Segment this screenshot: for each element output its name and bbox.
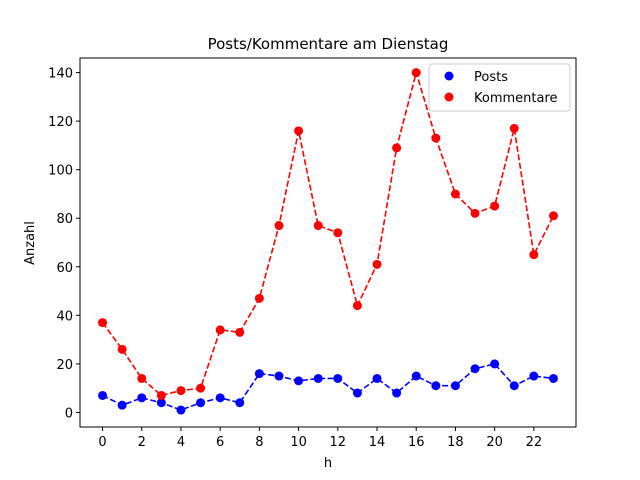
y-axis: 0 20 40 60 80 100 120 140 — [48, 67, 80, 421]
legend-marker-posts — [444, 71, 454, 81]
posts-point — [156, 398, 166, 408]
kommentare-point — [509, 123, 519, 133]
x-axis-label: h — [324, 456, 332, 471]
posts-point — [392, 388, 402, 398]
kommentare-point — [235, 327, 245, 337]
legend: Posts Kommentare — [428, 63, 571, 112]
kommentare-point — [117, 344, 127, 354]
posts-point — [450, 381, 460, 391]
kommentare-point — [392, 143, 402, 153]
y-tick-label: 20 — [56, 358, 73, 373]
x-tick-label: 14 — [369, 435, 386, 450]
kommentare-point — [372, 259, 382, 269]
posts-point — [372, 373, 382, 383]
posts-point — [117, 400, 127, 410]
kommentare-point — [529, 250, 539, 260]
kommentare-point — [98, 318, 108, 328]
posts-point — [470, 364, 480, 374]
kommentare-point — [215, 325, 225, 335]
kommentare-point — [411, 68, 421, 78]
x-tick-label: 16 — [408, 435, 425, 450]
posts-point — [431, 381, 441, 391]
y-tick-label: 140 — [48, 67, 73, 82]
x-tick-label: 18 — [447, 435, 464, 450]
posts-point — [548, 373, 558, 383]
posts-point — [313, 373, 323, 383]
posts-point — [274, 371, 284, 381]
posts-point — [137, 393, 147, 403]
kommentare-point — [470, 208, 480, 218]
chart-title: Posts/Kommentare am Dienstag — [208, 35, 449, 53]
x-tick-label: 12 — [330, 435, 347, 450]
posts-point — [490, 359, 500, 369]
posts-point — [176, 405, 186, 415]
x-tick-label: 8 — [255, 435, 263, 450]
kommentare-point — [548, 211, 558, 221]
kommentare-point — [176, 386, 186, 396]
y-axis-label: Anzahl — [23, 221, 38, 265]
kommentare-point — [450, 189, 460, 199]
y-tick-label: 100 — [48, 164, 73, 179]
y-tick-label: 60 — [56, 261, 73, 276]
x-tick-label: 6 — [216, 435, 224, 450]
x-tick-label: 4 — [177, 435, 185, 450]
kommentare-point — [196, 383, 206, 393]
kommentare-point — [431, 133, 441, 143]
kommentare-point — [352, 301, 362, 311]
kommentare-point — [313, 221, 323, 231]
legend-frame — [428, 63, 571, 112]
kommentare-point — [333, 228, 343, 238]
y-tick-label: 0 — [65, 406, 73, 421]
plot-frame — [79, 57, 577, 428]
posts-point — [509, 381, 519, 391]
posts-point — [196, 398, 206, 408]
posts-point — [98, 390, 108, 400]
kommentare-point — [294, 126, 304, 136]
x-tick-label: 20 — [486, 435, 503, 450]
x-axis: 0 2 4 6 8 10 12 14 16 18 20 22 — [98, 427, 542, 450]
legend-label-kommentare: Kommentare — [474, 91, 558, 106]
kommentare-point — [156, 390, 166, 400]
x-tick-label: 0 — [98, 435, 106, 450]
kommentare-point — [274, 221, 284, 231]
posts-point — [215, 393, 225, 403]
posts-point — [352, 388, 362, 398]
y-tick-label: 120 — [48, 115, 73, 130]
legend-label-posts: Posts — [474, 70, 508, 85]
posts-point — [411, 371, 421, 381]
y-tick-label: 40 — [56, 309, 73, 324]
posts-point — [235, 398, 245, 408]
kommentare-point — [254, 293, 264, 303]
kommentare-point — [490, 201, 500, 211]
posts-point — [333, 373, 343, 383]
legend-marker-kommentare — [444, 92, 454, 102]
series-layer — [98, 68, 558, 415]
x-tick-label: 10 — [290, 435, 307, 450]
x-tick-label: 2 — [138, 435, 146, 450]
posts-point — [294, 376, 304, 386]
x-tick-label: 22 — [526, 435, 543, 450]
posts-point — [529, 371, 539, 381]
y-tick-label: 80 — [56, 212, 73, 227]
kommentare-point — [137, 373, 147, 383]
posts-point — [254, 369, 264, 379]
